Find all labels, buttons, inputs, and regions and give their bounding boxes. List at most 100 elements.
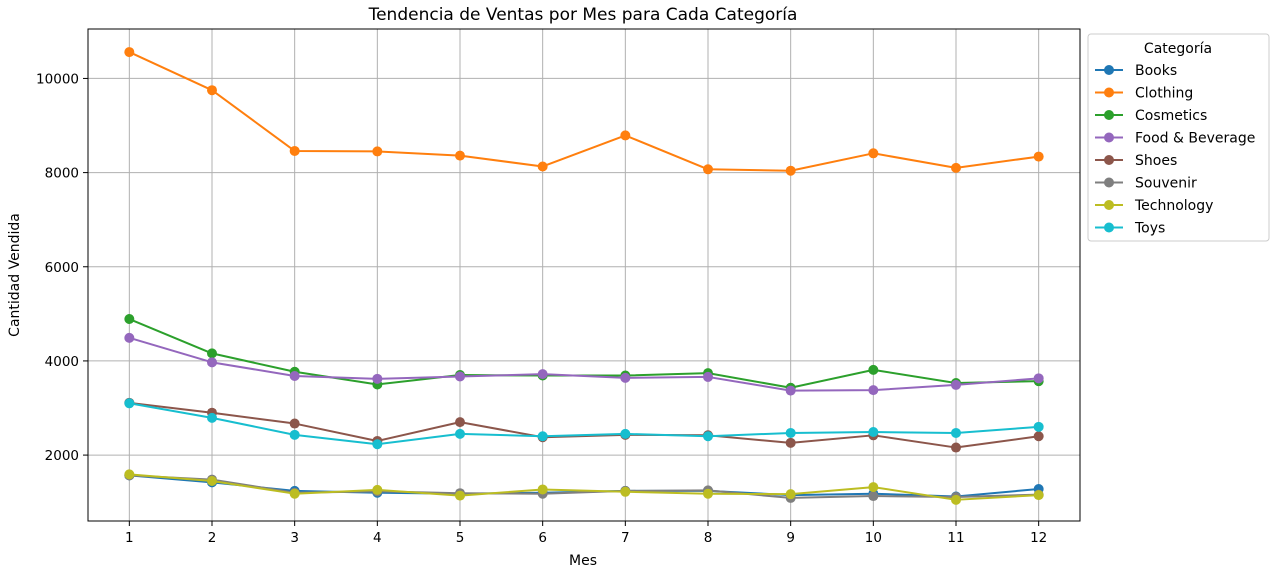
legend-swatch-marker bbox=[1104, 222, 1114, 233]
series-souvenir bbox=[124, 470, 1044, 503]
x-tick-label: 7 bbox=[621, 530, 630, 546]
y-tick-label: 10000 bbox=[36, 71, 79, 87]
data-point-food-beverage bbox=[372, 373, 383, 384]
data-point-clothing bbox=[620, 130, 631, 141]
series-line-food-beverage bbox=[129, 336, 1039, 392]
data-point-toys bbox=[207, 412, 217, 423]
x-tick-label: 3 bbox=[290, 530, 299, 546]
legend-label: Shoes bbox=[1135, 153, 1177, 169]
y-tick-label: 2000 bbox=[45, 448, 79, 464]
series-group bbox=[124, 47, 1044, 505]
series-shoes bbox=[124, 397, 1044, 453]
data-point-food-beverage bbox=[537, 369, 548, 380]
x-tick-label: 8 bbox=[704, 530, 713, 546]
grid bbox=[88, 29, 1080, 521]
legend-swatch-marker bbox=[1104, 87, 1114, 98]
data-point-technology bbox=[124, 469, 135, 480]
data-point-clothing bbox=[124, 47, 135, 58]
series-line-cosmetics bbox=[128, 318, 1039, 389]
data-point-technology bbox=[785, 489, 796, 500]
data-point-clothing bbox=[289, 145, 300, 156]
series-cosmetics bbox=[124, 314, 1044, 393]
data-point-technology bbox=[455, 490, 465, 501]
data-point-clothing bbox=[951, 162, 961, 173]
data-point-food-beverage bbox=[868, 385, 879, 396]
data-point-shoes bbox=[455, 417, 465, 428]
x-tick-label: 6 bbox=[538, 530, 547, 546]
data-point-toys bbox=[868, 427, 879, 438]
legend-items: Books Clothing Cosmetics Food & Beverage Sho… bbox=[1095, 63, 1255, 237]
x-tick-label: 12 bbox=[1030, 530, 1047, 546]
series-line-shoes bbox=[129, 401, 1039, 449]
legend-swatch-marker bbox=[1104, 200, 1114, 210]
legend-swatch-marker bbox=[1104, 132, 1114, 143]
data-point-toys bbox=[372, 439, 383, 450]
data-point-toys bbox=[785, 427, 796, 438]
legend-label: Books bbox=[1135, 63, 1177, 79]
x-axis-ticks: 1 2 3 4 5 6 7 8 9 10 11 12 bbox=[125, 521, 1047, 546]
data-point-technology bbox=[207, 475, 217, 486]
data-point-toys bbox=[1033, 421, 1044, 432]
data-point-toys bbox=[703, 431, 713, 442]
legend-label: Clothing bbox=[1135, 86, 1193, 102]
data-point-food-beverage bbox=[455, 371, 465, 382]
x-tick-label: 4 bbox=[373, 530, 382, 546]
series-line-clothing bbox=[128, 51, 1039, 172]
legend-label: Cosmetics bbox=[1135, 108, 1207, 124]
data-point-food-beverage bbox=[620, 372, 631, 383]
series-toys bbox=[124, 398, 1044, 450]
series-line-souvenir bbox=[129, 474, 1039, 499]
data-point-food-beverage bbox=[207, 357, 217, 368]
y-tick-label: 6000 bbox=[45, 260, 79, 276]
data-point-shoes bbox=[289, 418, 300, 429]
y-tick-label: 8000 bbox=[45, 166, 79, 182]
data-point-souvenir bbox=[868, 491, 879, 502]
data-point-technology bbox=[537, 484, 548, 495]
data-point-toys bbox=[124, 398, 135, 409]
legend-item-cosmetics: Cosmetics bbox=[1095, 108, 1207, 124]
data-point-technology bbox=[620, 486, 631, 497]
legend-item-souvenir: Souvenir bbox=[1095, 176, 1197, 192]
legend-item-clothing: Clothing bbox=[1095, 86, 1193, 102]
data-point-technology bbox=[868, 482, 879, 493]
y-tick-label: 4000 bbox=[45, 354, 79, 370]
legend-label: Food & Beverage bbox=[1135, 131, 1255, 147]
legend-label: Toys bbox=[1134, 221, 1165, 237]
data-point-clothing bbox=[207, 85, 217, 96]
data-point-food-beverage bbox=[785, 385, 796, 396]
data-point-food-beverage bbox=[124, 332, 135, 343]
legend-swatch-marker bbox=[1104, 155, 1114, 165]
x-tick-label: 5 bbox=[456, 530, 465, 546]
plot-frame bbox=[87, 28, 1081, 522]
data-point-technology bbox=[1033, 490, 1044, 501]
data-point-toys bbox=[620, 428, 631, 439]
data-point-clothing bbox=[868, 148, 879, 159]
legend-label: Souvenir bbox=[1135, 176, 1197, 192]
legend-box bbox=[1087, 33, 1270, 242]
x-axis-label: Mes bbox=[569, 553, 597, 569]
data-point-cosmetics bbox=[868, 364, 879, 375]
data-point-food-beverage bbox=[1033, 373, 1044, 384]
data-point-shoes bbox=[1033, 431, 1044, 442]
data-point-cosmetics bbox=[207, 348, 217, 359]
data-point-toys bbox=[951, 427, 961, 438]
legend-item-toys: Toys bbox=[1095, 221, 1165, 237]
data-point-shoes bbox=[785, 437, 796, 448]
data-point-clothing bbox=[455, 150, 465, 161]
data-point-toys bbox=[537, 431, 548, 442]
x-tick-label: 11 bbox=[947, 530, 964, 546]
data-point-technology bbox=[289, 488, 300, 499]
legend-item-shoes: Shoes bbox=[1095, 153, 1177, 169]
series-clothing bbox=[124, 47, 1044, 176]
data-point-technology bbox=[703, 488, 713, 499]
y-axis-ticks: 2000 4000 6000 8000 10000 bbox=[36, 71, 88, 464]
legend-label: Technology bbox=[1134, 198, 1213, 214]
data-point-clothing bbox=[1033, 151, 1044, 162]
data-point-clothing bbox=[703, 164, 713, 175]
legend: Categoría Books Clothing Cosmetics Food & B… bbox=[1087, 33, 1270, 242]
x-tick-label: 10 bbox=[865, 530, 882, 546]
data-point-shoes bbox=[951, 442, 961, 453]
x-tick-label: 2 bbox=[208, 530, 217, 546]
